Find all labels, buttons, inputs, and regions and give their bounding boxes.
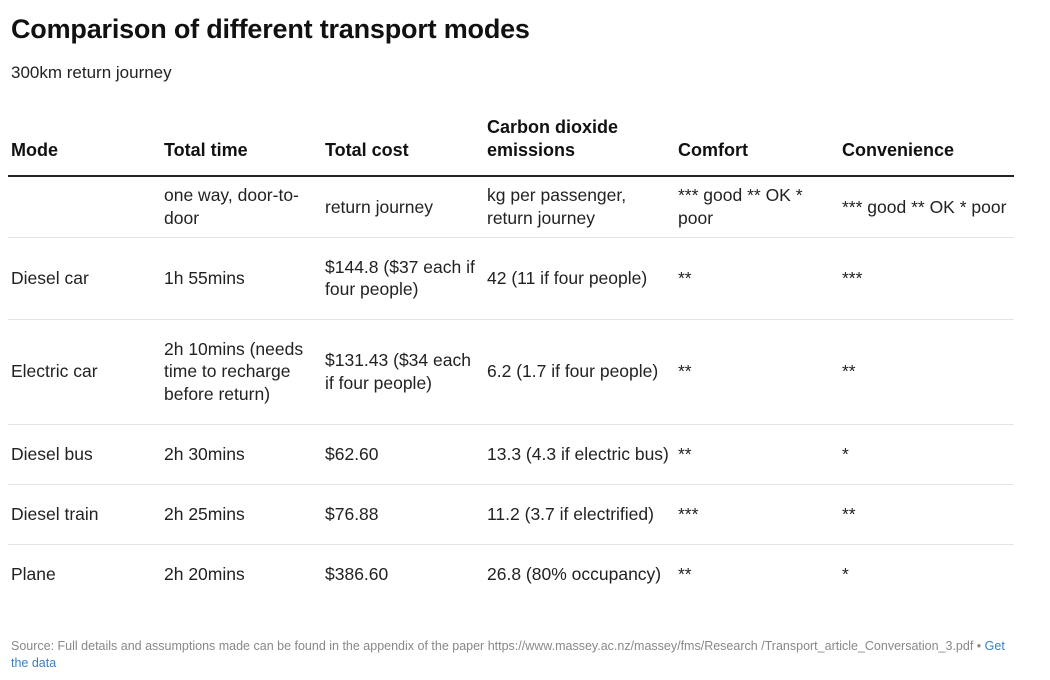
cell-convenience: * (839, 424, 1014, 485)
column-header-comfort: Comfort (675, 116, 839, 177)
cell-mode: Diesel train (8, 484, 161, 545)
column-header-convenience: Convenience (839, 116, 1014, 177)
table-row: Diesel bus 2h 30mins $62.60 13.3 (4.3 if… (8, 424, 1014, 485)
cell-co2-emissions: 42 (11 if four people) (484, 237, 675, 320)
cell-comfort: ** (675, 424, 839, 485)
cell-convenience: ** (839, 484, 1014, 545)
column-header-total-cost: Total cost (322, 116, 484, 177)
table-row: Diesel train 2h 25mins $76.88 11.2 (3.7 … (8, 484, 1014, 545)
table-row: Diesel car 1h 55mins $144.8 ($37 each if… (8, 237, 1014, 320)
source-text: Source: Full details and assumptions mad… (11, 639, 982, 653)
cell-mode: Diesel bus (8, 424, 161, 485)
units-row: one way, door-to-door return journey kg … (8, 176, 1014, 238)
cell-total-time: 2h 10mins (needs time to recharge before… (161, 319, 322, 425)
cell-total-cost: $76.88 (322, 484, 484, 545)
chart-subtitle: 300km return journey (11, 63, 172, 82)
cell-convenience: ** (839, 319, 1014, 425)
cell-comfort: *** (675, 484, 839, 545)
unit-cell-comfort: *** good ** OK * poor (675, 176, 839, 238)
header-row: Mode Total time Total cost Carbon dioxid… (8, 116, 1014, 177)
cell-total-time: 1h 55mins (161, 237, 322, 320)
table-row: Electric car 2h 10mins (needs time to re… (8, 319, 1014, 425)
cell-total-time: 2h 25mins (161, 484, 322, 545)
column-header-mode: Mode (8, 116, 161, 177)
cell-total-cost: $144.8 ($37 each if four people) (322, 237, 484, 320)
cell-comfort: ** (678, 564, 692, 584)
source-note: Source: Full details and assumptions mad… (11, 638, 1011, 672)
cell-comfort: ** (675, 319, 839, 425)
cell-mode: Electric car (8, 319, 161, 425)
cell-co2-emissions: 11.2 (3.7 if electrified) (484, 484, 675, 545)
unit-cell-total-cost: return journey (322, 176, 484, 238)
cell-mode: Diesel car (8, 237, 161, 320)
table-row: Plane 2h 20mins $386.60 26.8 (80% occupa… (8, 544, 1014, 604)
cell-total-time: 2h 20mins (164, 564, 245, 584)
unit-cell-total-time: one way, door-to-door (161, 176, 322, 238)
cell-convenience: * (842, 564, 849, 584)
cell-co2-emissions: 26.8 (80% occupancy) (487, 564, 662, 584)
cell-total-cost: $62.60 (322, 424, 484, 485)
cell-convenience: *** (839, 237, 1014, 320)
get-the-data-link[interactable]: Get the data (11, 639, 1005, 670)
cell-total-cost: $386.60 (325, 564, 389, 584)
unit-cell-co2-emissions: kg per passenger, return journey (484, 176, 675, 238)
column-header-total-time: Total time (161, 116, 322, 177)
chart-title: Comparison of different transport modes (11, 14, 530, 44)
cell-mode: Plane (11, 564, 56, 584)
column-header-co2-emissions: Carbon dioxide emissions (484, 116, 675, 177)
cell-co2-emissions: 13.3 (4.3 if electric bus) (484, 424, 675, 485)
cell-comfort: ** (675, 237, 839, 320)
cell-co2-emissions: 6.2 (1.7 if four people) (484, 319, 675, 425)
unit-cell-convenience: *** good ** OK * poor (839, 176, 1014, 238)
cell-total-time: 2h 30mins (161, 424, 322, 485)
unit-cell-mode (8, 176, 161, 238)
comparison-table: Mode Total time Total cost Carbon dioxid… (8, 116, 1014, 604)
cell-total-cost: $131.43 ($34 each if four people) (322, 319, 484, 425)
